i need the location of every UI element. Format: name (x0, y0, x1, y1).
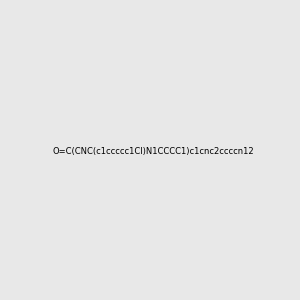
Text: O=C(CNC(c1ccccc1Cl)N1CCCC1)c1cnc2ccccn12: O=C(CNC(c1ccccc1Cl)N1CCCC1)c1cnc2ccccn12 (53, 147, 255, 156)
